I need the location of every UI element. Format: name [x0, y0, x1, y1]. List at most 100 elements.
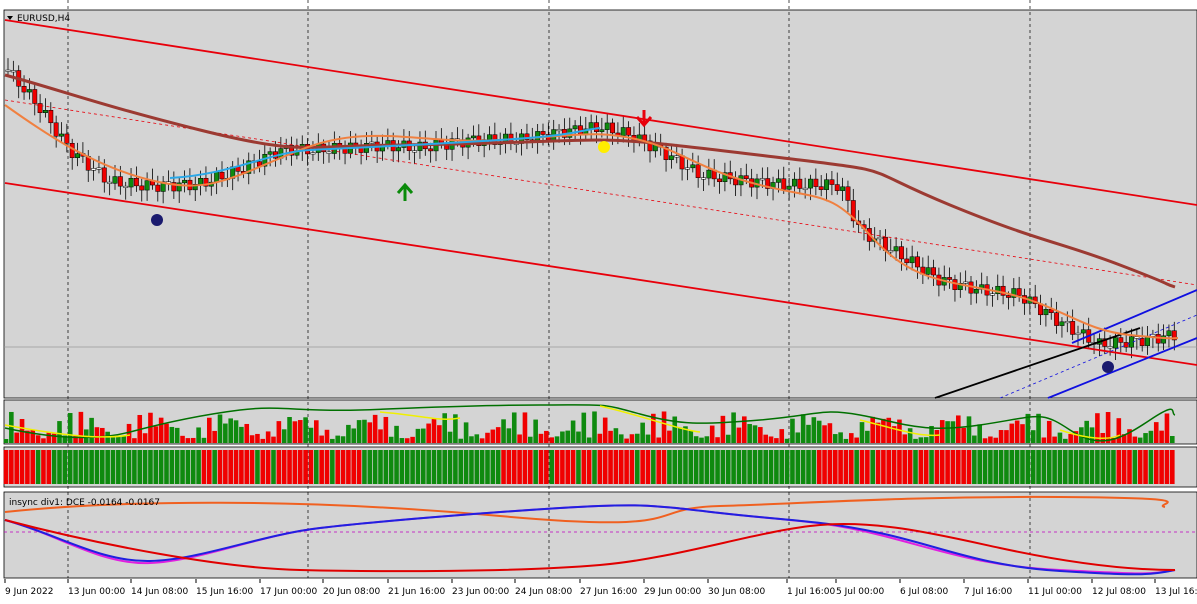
- volume-bar: [437, 425, 442, 443]
- volume-ma: [4, 405, 1121, 440]
- candle: [610, 122, 615, 134]
- candle: [717, 178, 722, 183]
- trend-stripe: [651, 450, 656, 484]
- signal-dot: [151, 214, 163, 226]
- candle: [1166, 330, 1172, 337]
- volume-bar: [506, 428, 512, 443]
- candle: [668, 155, 674, 160]
- trend-stripe: [1164, 450, 1170, 484]
- trend-stripe: [485, 450, 490, 484]
- volume-bar: [715, 437, 720, 443]
- volume-bar: [201, 437, 207, 443]
- volume-bar: [1127, 429, 1132, 443]
- volume-bar: [421, 428, 426, 443]
- trend-stripe: [228, 450, 233, 484]
- volume-bar: [271, 436, 276, 443]
- candle: [786, 185, 792, 190]
- candle: [26, 89, 32, 93]
- volume-bar: [495, 427, 501, 443]
- time-label: 15 Jun 16:00: [196, 587, 253, 597]
- candle: [957, 282, 963, 290]
- trend-stripe: [1025, 450, 1031, 484]
- volume-bar: [800, 414, 806, 443]
- volume-bar: [913, 438, 918, 443]
- candle: [877, 236, 883, 240]
- candle: [647, 140, 653, 152]
- candle: [1155, 334, 1161, 344]
- time-label: 21 Jun 16:00: [388, 587, 445, 597]
- trend-stripe: [859, 450, 865, 484]
- candle: [32, 89, 38, 104]
- trend-stripe: [94, 450, 100, 484]
- trend-stripe: [105, 450, 110, 484]
- candle: [182, 179, 188, 184]
- trend-stripe: [330, 450, 335, 484]
- trend-stripe: [9, 450, 14, 484]
- trend-stripe: [645, 450, 651, 484]
- candle: [995, 285, 1001, 295]
- volume-bar: [1159, 430, 1164, 443]
- trend-stripe: [346, 450, 351, 484]
- trend-stripe: [1089, 450, 1095, 484]
- volume-bar: [388, 436, 394, 443]
- candle: [925, 267, 931, 275]
- trend-stripe: [832, 450, 838, 484]
- time-label: 9 Jun 2022: [5, 587, 53, 597]
- volume-bar: [661, 411, 667, 443]
- sell-arrow: [635, 110, 653, 128]
- main-panel: [3, 9, 1197, 399]
- trend-stripe: [886, 450, 892, 484]
- candle: [171, 182, 177, 192]
- trend-stripe: [383, 450, 389, 484]
- trend-stripe: [319, 450, 324, 484]
- volume-bar: [907, 428, 913, 443]
- trend-stripe: [1159, 450, 1164, 484]
- trend-stripe: [613, 450, 619, 484]
- trend-stripe: [1068, 450, 1073, 484]
- trend-stripe: [89, 450, 94, 484]
- time-label: 7 Jul 16:00: [964, 587, 1013, 597]
- candle: [326, 151, 332, 154]
- volume-bar: [89, 417, 94, 443]
- volume-bar: [169, 426, 175, 443]
- trend-stripe: [431, 450, 437, 484]
- volume-bar: [14, 432, 19, 443]
- trend-stripe: [51, 450, 57, 484]
- trend-stripe: [437, 450, 442, 484]
- volume-bar: [158, 417, 164, 443]
- candle: [289, 144, 295, 156]
- trend-stripe: [57, 450, 62, 484]
- trend-stripe: [608, 450, 613, 484]
- volume-bar: [544, 430, 549, 443]
- volume-bar: [394, 425, 399, 443]
- volume-bar: [704, 436, 710, 443]
- time-label: 23 Jun 00:00: [452, 587, 509, 597]
- trend-stripe: [19, 450, 25, 484]
- volume-bar: [25, 430, 30, 443]
- trend-stripe: [506, 450, 512, 484]
- candle: [813, 178, 819, 187]
- candle: [1171, 330, 1177, 341]
- trend-stripe: [164, 450, 169, 484]
- trend-stripe: [41, 450, 46, 484]
- volume-bar: [977, 424, 982, 443]
- candle: [781, 178, 787, 190]
- trend-stripe: [196, 450, 201, 484]
- candle: [701, 177, 706, 180]
- candle: [834, 184, 840, 191]
- trend-stripe: [201, 450, 207, 484]
- candle: [792, 178, 797, 187]
- volume-bar: [1052, 436, 1057, 443]
- trend-stripe: [1063, 450, 1068, 484]
- trend-stripe: [945, 450, 950, 484]
- candle: [556, 129, 562, 132]
- volume-bar: [314, 420, 319, 443]
- candle: [695, 164, 701, 178]
- volume-bar: [217, 414, 223, 443]
- volume-signal: [4, 404, 1176, 442]
- trend-stripe: [404, 450, 410, 484]
- volume-bar: [1068, 433, 1073, 443]
- volume-bar: [602, 417, 608, 443]
- volume-bar: [126, 423, 132, 443]
- menu-triangle[interactable]: [7, 16, 13, 20]
